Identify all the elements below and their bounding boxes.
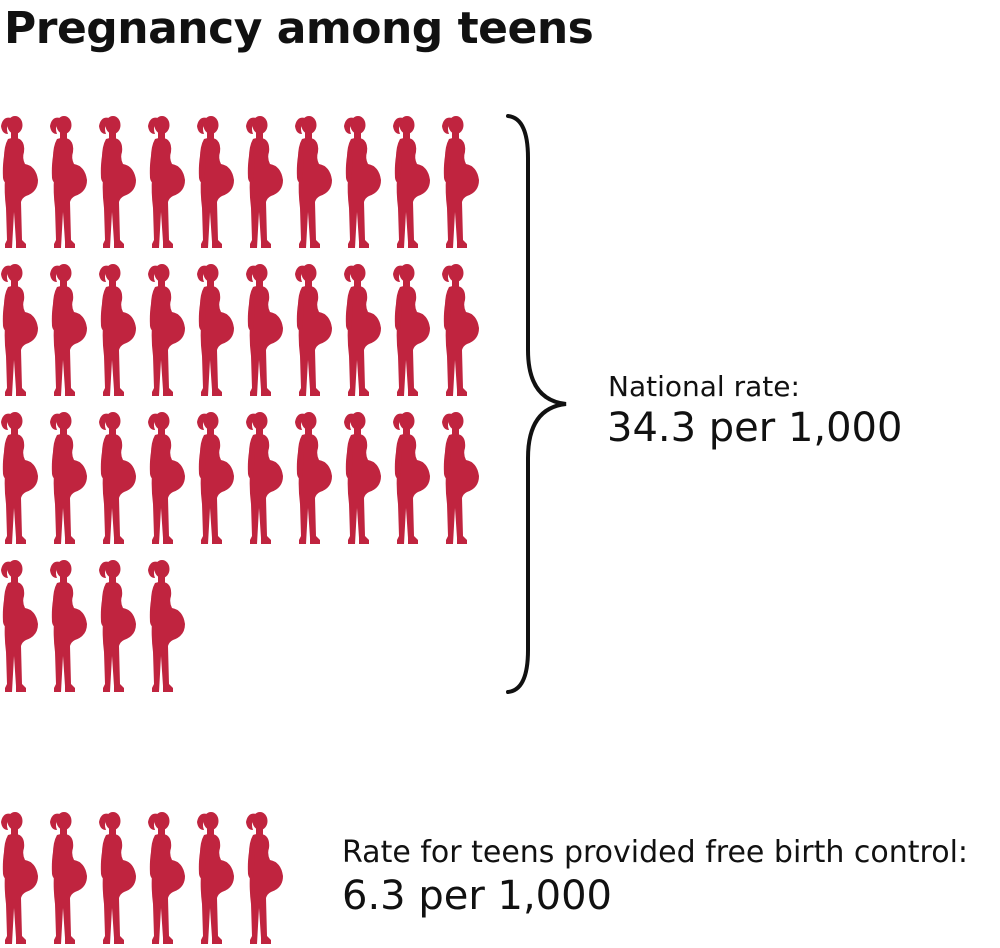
pregnant-figure-icon [1, 812, 38, 944]
curly-brace [506, 114, 567, 694]
pregnant-figure-icon [197, 116, 234, 248]
pregnant-figure-icon [442, 264, 479, 396]
national-figure-group [1, 116, 479, 692]
pregnant-figure-icon [295, 264, 332, 396]
chart-title: Pregnancy among teens [4, 3, 594, 54]
pregnant-figure-icon [50, 116, 87, 248]
pregnant-figure-icon [148, 264, 185, 396]
pregnant-figure-icon [442, 116, 479, 248]
pregnant-figure-icon [295, 412, 332, 544]
pregnant-figure-icon [148, 560, 185, 692]
pregnant-figure-icon [197, 412, 234, 544]
pregnant-figure-icon [99, 412, 136, 544]
pregnant-figure-icon [148, 812, 185, 944]
pregnant-figure-icon [246, 812, 283, 944]
pregnant-figure-icon [50, 560, 87, 692]
free-birth-control-rate-label: Rate for teens provided free birth contr… [342, 835, 969, 870]
free-birth-control-figure-group [1, 812, 306, 944]
partial-pregnant-figure-icon [197, 560, 208, 692]
pregnant-figure-icon [246, 412, 283, 544]
pregnant-figure-icon [344, 264, 381, 396]
pregnant-figure-icon [344, 116, 381, 248]
free-birth-control-rate-value: 6.3 per 1,000 [342, 873, 612, 919]
pregnant-figure-icon [246, 116, 283, 248]
pregnant-figure-icon [393, 412, 430, 544]
pregnant-figure-icon [1, 560, 38, 692]
pregnant-figure-icon [1, 264, 38, 396]
pregnant-figure-icon [246, 264, 283, 396]
national-rate-value: 34.3 per 1,000 [607, 405, 903, 451]
pregnant-figure-icon [197, 264, 234, 396]
pregnant-figure-icon [1, 116, 38, 248]
pregnant-figure-icon [197, 812, 234, 944]
pregnant-figure-icon [99, 116, 136, 248]
pregnant-figure-icon [99, 812, 136, 944]
pregnant-figure-icon [99, 560, 136, 692]
pregnant-figure-icon [295, 116, 332, 248]
national-rate-label: National rate: [608, 370, 800, 403]
pregnant-figure-icon [1, 412, 38, 544]
pregnant-figure-icon [442, 412, 479, 544]
pregnant-figure-icon [148, 116, 185, 248]
pregnant-figure-icon [50, 264, 87, 396]
pregnant-figure-icon [99, 264, 136, 396]
pregnant-figure-icon [344, 412, 381, 544]
pregnant-figure-icon [50, 812, 87, 944]
pregnant-figure-icon [393, 264, 430, 396]
pregnant-figure-icon [393, 116, 430, 248]
partial-pregnant-figure-icon [295, 812, 306, 944]
pregnant-figure-icon [50, 412, 87, 544]
pregnant-figure-icon [148, 412, 185, 544]
